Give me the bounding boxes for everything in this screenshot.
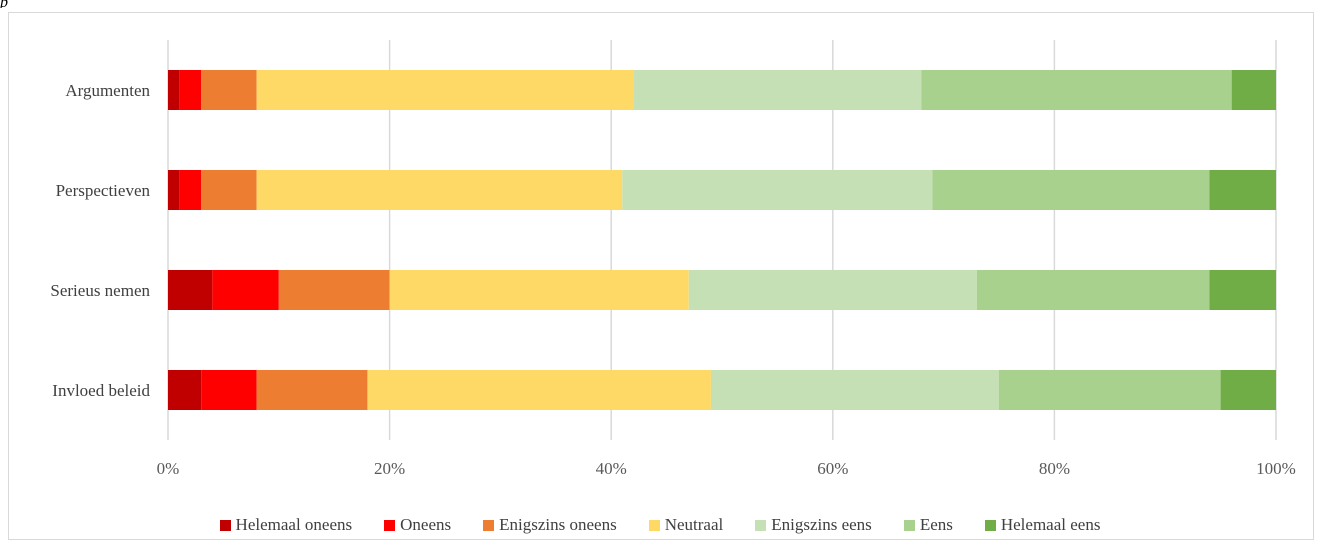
legend-swatch (904, 520, 915, 531)
bar-segment (279, 270, 390, 310)
stacked-bar-chart: Argumenten Perspectieven Serieus nemen Invl… (0, 0, 1320, 510)
category-label: Invloed beleid (52, 381, 150, 400)
bar-segment (977, 270, 1210, 310)
legend-item: Helemaal oneens (220, 515, 353, 535)
bar-segment (1232, 70, 1276, 110)
x-tick-label: 40% (596, 459, 627, 478)
bar-segment (168, 270, 212, 310)
bar-segment (201, 70, 256, 110)
category-label: Perspectieven (56, 181, 151, 200)
category-label: Argumenten (65, 81, 150, 100)
category-labels: Argumenten Perspectieven Serieus nemen Invl… (50, 81, 150, 400)
x-tick-label: 0% (157, 459, 180, 478)
bar-segment (201, 170, 256, 210)
bar-segment (257, 370, 368, 410)
legend-swatch (649, 520, 660, 531)
bar-segment (390, 270, 689, 310)
x-tick-labels: 0% 20% 40% 60% 80% 100% (157, 459, 1296, 478)
bar-segment (622, 170, 932, 210)
bar-segment (168, 170, 179, 210)
legend: Helemaal oneens Oneens Enigszins oneens Neu… (0, 512, 1320, 538)
bar-segment (168, 370, 201, 410)
x-tick-label: 80% (1039, 459, 1070, 478)
bar-segment (179, 170, 201, 210)
bar-segment (921, 70, 1231, 110)
bars (168, 70, 1276, 410)
bar-segment (257, 170, 623, 210)
legend-item: Enigszins eens (755, 515, 872, 535)
bar-segment (1221, 370, 1276, 410)
legend-item: Neutraal (649, 515, 724, 535)
x-tick-label: 60% (817, 459, 848, 478)
legend-label: Oneens (400, 515, 451, 535)
legend-swatch (384, 520, 395, 531)
legend-label: Eens (920, 515, 953, 535)
bar-segment (201, 370, 256, 410)
bar-segment (711, 370, 999, 410)
legend-item: Eens (904, 515, 953, 535)
legend-item: Helemaal eens (985, 515, 1101, 535)
bar-segment (999, 370, 1221, 410)
bar-segment (1210, 170, 1276, 210)
x-tick-label: 100% (1256, 459, 1296, 478)
bar-segment (179, 70, 201, 110)
legend-item: Enigszins oneens (483, 515, 617, 535)
bar-segment (367, 370, 710, 410)
bar-segment (689, 270, 977, 310)
bar-segment (633, 70, 921, 110)
legend-label: Helemaal eens (1001, 515, 1101, 535)
legend-swatch (755, 520, 766, 531)
bar-segment (257, 70, 634, 110)
x-tick-label: 20% (374, 459, 405, 478)
legend-swatch (483, 520, 494, 531)
bar-segment (1210, 270, 1276, 310)
bar-segment (168, 70, 179, 110)
legend-item: Oneens (384, 515, 451, 535)
legend-label: Neutraal (665, 515, 724, 535)
category-label: Serieus nemen (50, 281, 150, 300)
legend-label: Helemaal oneens (236, 515, 353, 535)
legend-swatch (985, 520, 996, 531)
legend-swatch (220, 520, 231, 531)
legend-label: Enigszins eens (771, 515, 872, 535)
legend-label: Enigszins oneens (499, 515, 617, 535)
bar-segment (212, 270, 278, 310)
bar-segment (933, 170, 1210, 210)
